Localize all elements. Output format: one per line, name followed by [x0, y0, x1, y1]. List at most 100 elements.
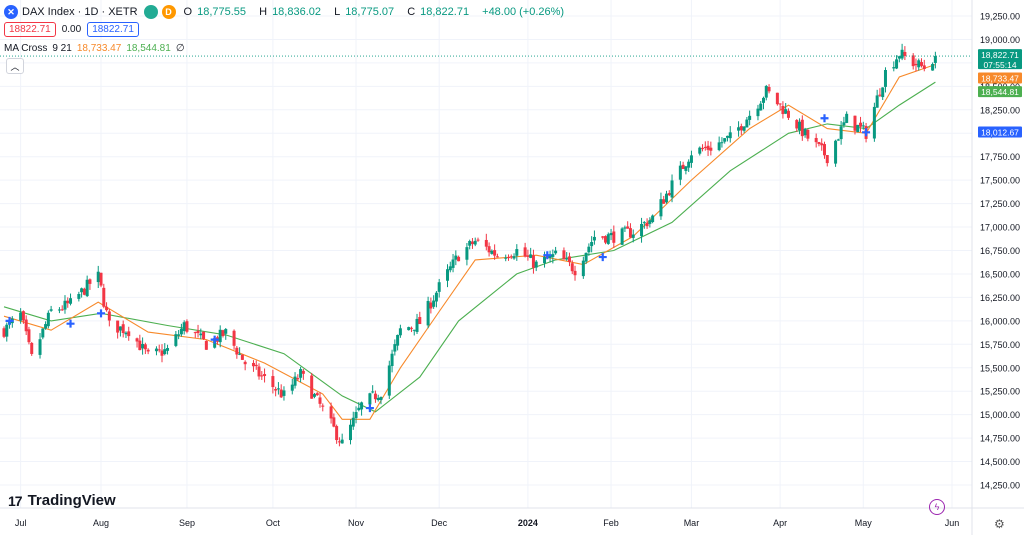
- candle-body: [282, 390, 286, 396]
- countdown-label: 07:55:14: [983, 60, 1016, 70]
- candle-body: [778, 103, 782, 105]
- candle-body: [534, 261, 538, 268]
- candle-body: [254, 364, 258, 367]
- symbol-title[interactable]: DAX Index · 1D · XETR: [22, 6, 138, 18]
- candle-body: [121, 324, 125, 333]
- candle-body: [933, 56, 937, 63]
- ma-cross-marker: [543, 251, 552, 260]
- y-tick-label: 19,250.00: [980, 12, 1020, 22]
- candle-body: [465, 247, 469, 260]
- candle-body: [102, 287, 106, 307]
- candle-body: [204, 340, 208, 350]
- candle-body: [199, 333, 203, 336]
- candle-body: [318, 397, 322, 404]
- candle-body: [263, 374, 267, 376]
- candle-body: [845, 113, 849, 123]
- y-tick-label: 16,750.00: [980, 246, 1020, 256]
- candle-body: [351, 417, 355, 427]
- candle-body: [44, 324, 48, 329]
- candle-body: [135, 338, 139, 342]
- candle-body: [911, 55, 915, 67]
- spread-value: 0.00: [61, 24, 82, 35]
- candle-body: [96, 271, 100, 283]
- candle-body: [839, 126, 843, 140]
- sell-button[interactable]: 18822.71: [4, 22, 56, 37]
- ma-cross-marker: [5, 316, 14, 325]
- candle-body: [931, 64, 935, 71]
- candle-body: [251, 362, 255, 367]
- candle-body: [762, 97, 766, 103]
- candle-body: [900, 49, 904, 59]
- collapse-legend-button[interactable]: ︿: [6, 58, 24, 74]
- candle-body: [448, 266, 452, 271]
- candle-body: [775, 92, 779, 105]
- candle-body: [141, 343, 145, 349]
- candle-body: [116, 320, 120, 333]
- candle-body: [19, 312, 23, 321]
- candle-body: [80, 288, 84, 293]
- candle-body: [581, 260, 585, 277]
- candle-body: [163, 349, 167, 355]
- lightning-icon[interactable]: ϟ: [929, 499, 945, 515]
- ma-cross-marker: [820, 114, 829, 123]
- candle-body: [454, 255, 458, 260]
- gear-icon[interactable]: ⚙: [994, 517, 1005, 531]
- ma9-price-label: 18,733.47: [981, 73, 1019, 83]
- candle-body: [742, 126, 746, 131]
- candle-body: [85, 279, 89, 297]
- candle-body: [243, 361, 247, 365]
- interval-badge: D: [161, 5, 176, 19]
- candle-body: [836, 139, 840, 141]
- candle-body: [310, 375, 314, 399]
- candle-body: [376, 397, 380, 401]
- candle-body: [759, 103, 763, 111]
- indicator-legend[interactable]: MA Cross 9 21 18,733.47 18,544.81 ∅: [4, 43, 190, 54]
- candle-body: [470, 241, 474, 244]
- ma-cross-marker: [210, 335, 219, 344]
- candle-body: [224, 329, 228, 334]
- candle-body: [299, 369, 303, 378]
- candles-layer: [2, 43, 937, 447]
- candle-body: [606, 234, 610, 244]
- close-readout: C 18,822.71: [407, 6, 470, 18]
- candle-body: [786, 110, 790, 118]
- candle-body: [357, 407, 361, 411]
- candle-body: [127, 331, 131, 337]
- candle-body: [620, 228, 624, 245]
- chart-header: ✕ DAX Index · 1D · XETR D O 18,775.55 H 18…: [4, 4, 569, 20]
- candle-body: [640, 223, 644, 237]
- candle-body: [495, 256, 499, 258]
- candle-body: [584, 252, 588, 262]
- tradingview-logo[interactable]: 17 TradingView: [8, 492, 116, 509]
- candle-body: [398, 328, 402, 336]
- candle-body: [69, 298, 73, 304]
- candle-body: [645, 222, 649, 227]
- candle-body: [296, 378, 300, 380]
- candle-body: [881, 87, 885, 98]
- y-tick-label: 17,500.00: [980, 176, 1020, 186]
- candle-body: [623, 227, 627, 229]
- candle-body: [601, 236, 605, 238]
- candle-body: [107, 311, 111, 321]
- candle-body: [387, 365, 391, 396]
- ma-cross-marker: [862, 128, 871, 137]
- last-price-tag-bg: [978, 49, 1022, 70]
- candle-body: [368, 393, 372, 405]
- candle-body: [312, 394, 316, 397]
- dax-logo-icon: ✕: [4, 5, 18, 19]
- buy-button[interactable]: 18822.71: [87, 22, 139, 37]
- cross-markers-layer: [5, 114, 871, 413]
- candle-body: [196, 330, 200, 334]
- candle-body: [329, 406, 333, 419]
- ma9-value: 18,733.47: [76, 43, 122, 54]
- ma9-price-tag-bg: [978, 72, 1022, 84]
- candle-body: [842, 122, 846, 126]
- candle-body: [612, 231, 616, 243]
- candle-body: [917, 60, 921, 68]
- candle-body: [526, 255, 530, 257]
- candle-body: [257, 366, 261, 377]
- candle-body: [767, 86, 771, 92]
- candle-body: [60, 309, 64, 311]
